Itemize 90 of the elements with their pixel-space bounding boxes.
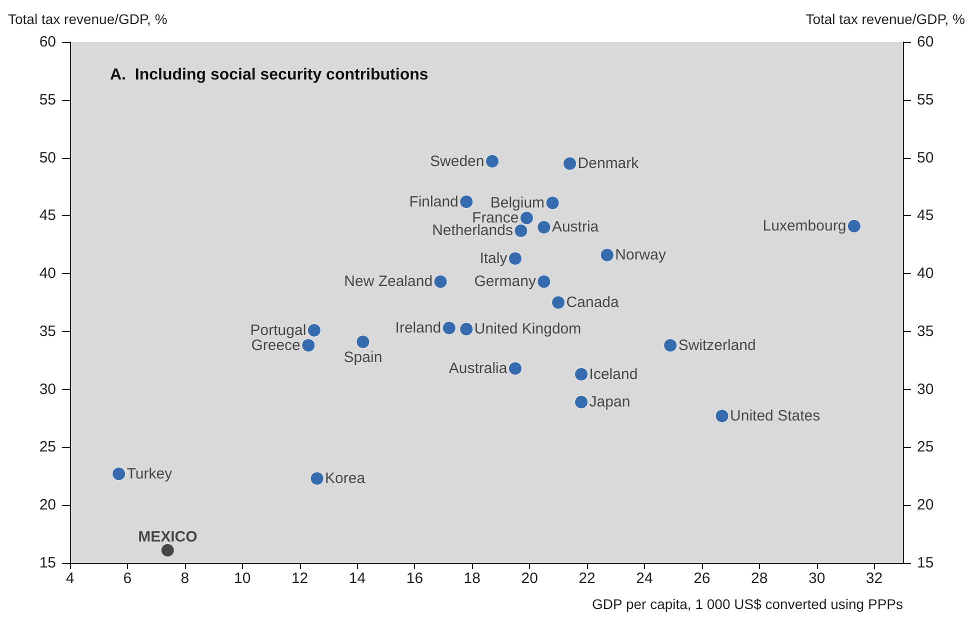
annotation: Australia [448,360,508,377]
point [434,274,448,288]
x-tick-label: 20 [521,570,538,587]
point [715,409,729,423]
y-tick-label: 35 [39,322,56,340]
annotation: Canada [566,294,620,311]
annotation: Spain [344,348,382,366]
point [460,322,474,336]
annotation: Korea [325,470,366,487]
point [508,362,522,376]
annotation: Finland [409,193,458,210]
x-tick-label: 12 [291,570,308,587]
y2-tick-label: 35 [917,322,934,340]
point [302,338,316,352]
x-tick-label: 32 [866,570,883,587]
point [310,472,324,486]
x-tick-label: 18 [464,570,480,587]
annotation: United States [730,407,820,424]
point [574,368,588,382]
point [160,544,174,558]
x-tick-label: 16 [406,570,424,587]
x-tick-label: 8 [180,570,190,587]
point [460,195,474,209]
text: A. Including social security contributions [110,66,428,84]
x-tick-label: 14 [348,570,366,587]
annotation: Luxembourg [762,218,846,235]
y-tick-label: 45 [39,207,56,224]
y-tick-label: 55 [39,91,56,108]
point [847,219,861,233]
y-axis-title: Total tax revenue/GDP, % [8,11,168,27]
x-tick-label: 30 [808,570,826,587]
point [112,467,126,481]
x-tick-label: 6 [123,570,132,587]
x-axis-title: GDP per capita, 1 000 US$ converted using PPPs [592,596,903,612]
y-tick-label: 60 [39,34,56,50]
y-tick-label: 40 [39,265,56,282]
annotation: Turkey [126,465,173,482]
y-tick-label: 15 [39,554,56,572]
annotation: Netherlands [432,222,513,240]
y2-tick-label: 25 [917,438,934,456]
y2-tick-label: 50 [917,149,934,166]
annotation: Sweden [430,152,484,170]
x-tick-label: 10 [234,570,251,587]
point [574,395,588,409]
point [442,321,456,335]
y-tick-label: 50 [39,149,56,166]
annotation: Norway [615,246,666,264]
annotation: Switzerland [678,336,756,354]
point [552,296,566,310]
annotation: Japan [589,394,630,411]
annotation: Germany [474,273,536,290]
point [356,335,370,349]
x-tick-label: 26 [694,570,710,587]
annotation: Italy [480,250,508,268]
point [486,154,499,168]
annotation: Belgium [490,194,545,212]
y2-tick-label: 40 [917,265,934,282]
point [307,324,321,338]
point [664,338,678,352]
y2-tick-label: 30 [917,380,934,398]
point [537,274,551,288]
y2-tick-label: 20 [917,496,934,514]
annotation: MEXICO [138,528,198,546]
x-tick-label: 4 [66,570,74,587]
y2-tick-label: 55 [917,91,934,108]
y-tick-label: 30 [39,380,56,398]
y2-tick-label: 60 [917,34,934,50]
point [600,248,614,262]
point [546,196,560,210]
annotation: Iceland [589,366,638,383]
point [537,220,551,234]
y2-tick-label: 45 [917,207,934,224]
point [514,224,528,238]
annotation: New Zealand [344,273,433,290]
annotation: Portugal [250,322,306,339]
annotation: United Kingdom [474,320,582,338]
point [508,252,522,266]
y2-axis-title: Total tax revenue/GDP, % [806,11,965,27]
y-tick-label: 20 [39,496,56,514]
annotation: Denmark [578,155,640,172]
point [520,211,534,225]
x-tick-label: 22 [578,570,596,587]
y-tick-label: 25 [39,438,56,456]
x-tick-label: 24 [636,570,653,587]
annotation: Ireland [395,319,442,336]
point [563,156,577,170]
annotation: Austria [552,218,600,236]
annotation: Greece [251,336,300,354]
x-tick-label: 28 [751,570,768,587]
y2-tick-label: 15 [917,554,934,572]
